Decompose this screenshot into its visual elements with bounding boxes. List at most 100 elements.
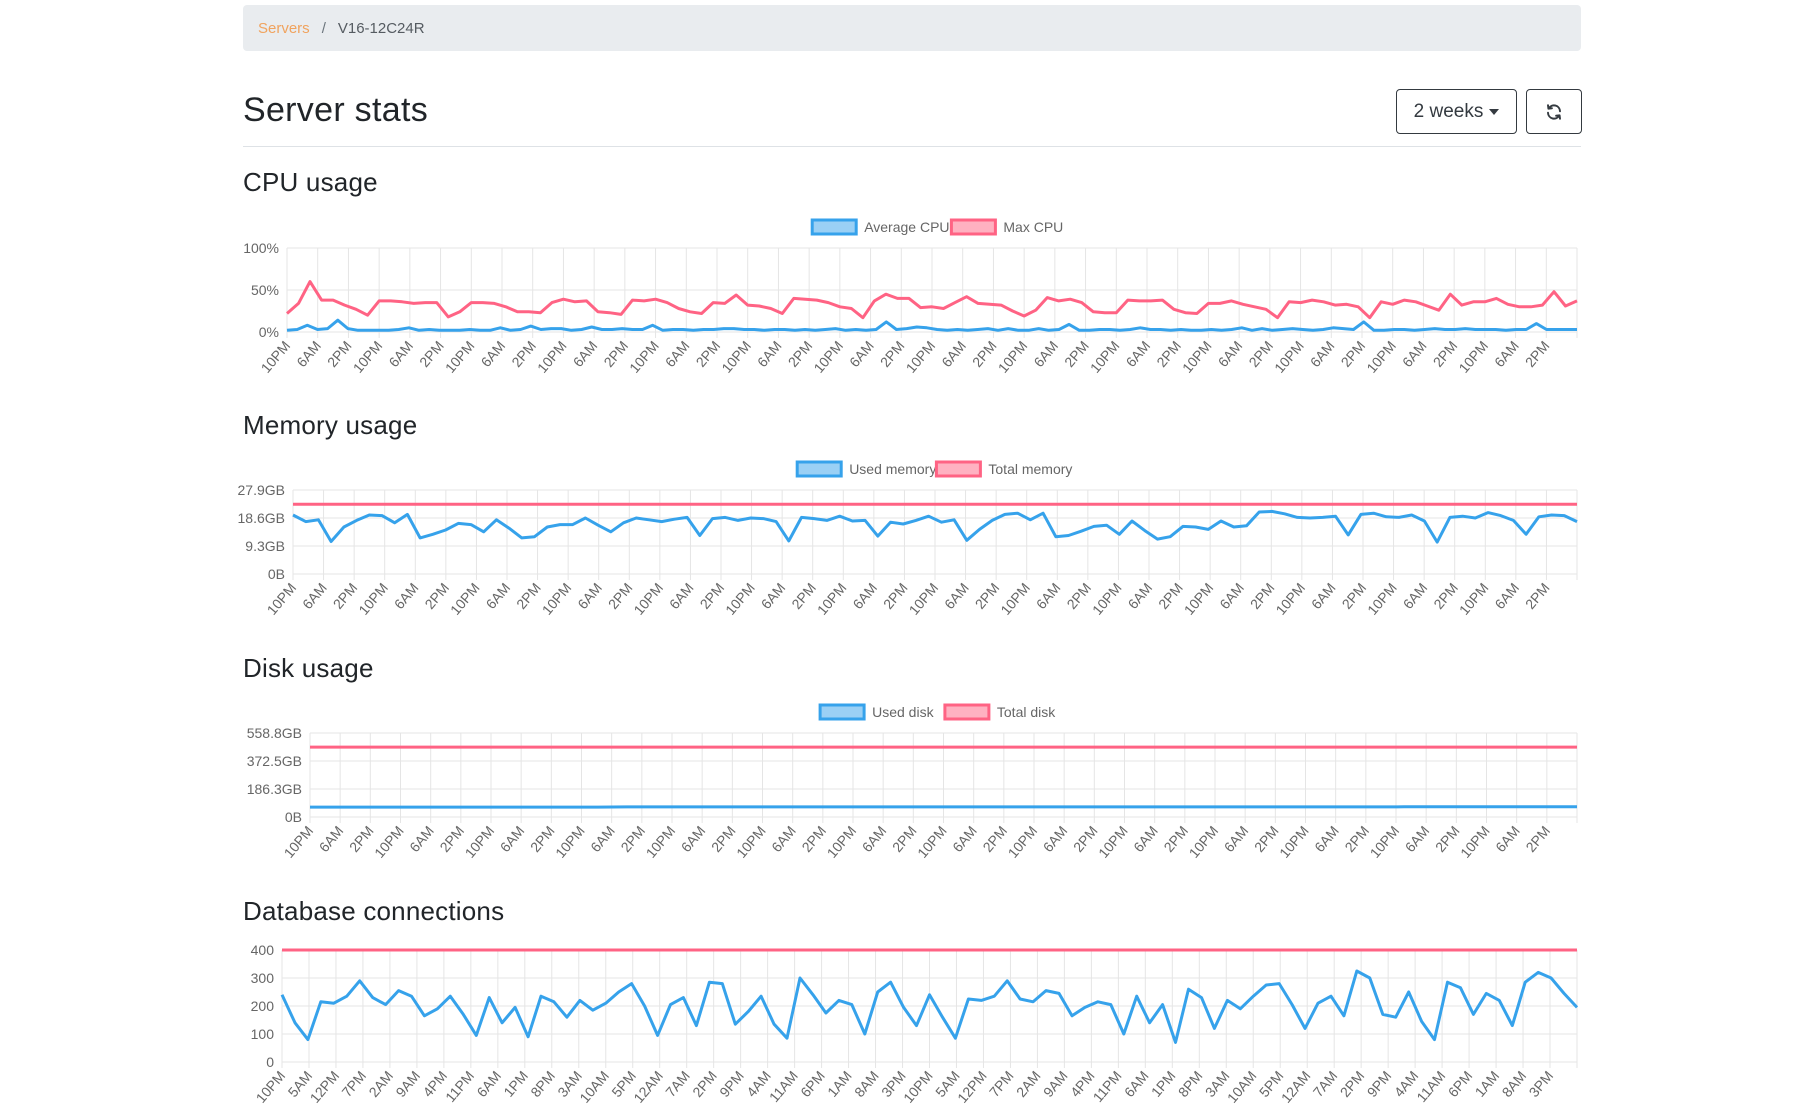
x-tick-label: 2PM [1522,338,1553,370]
legend-swatch [795,460,843,478]
x-tick-label: 10PM [371,823,407,861]
x-tick-label: 6AM [483,580,514,612]
x-tick-label: 3PM [1526,1068,1557,1100]
y-tick-label: 0B [268,566,285,582]
y-tick-label: 372.5GB [247,753,302,769]
x-tick-label: 2PM [1522,580,1553,612]
x-tick-label: 6AM [1215,338,1246,370]
x-tick-label: 6AM [1125,580,1156,612]
x-tick-label: 9AM [1040,1068,1071,1100]
x-tick-label: 12AM [1278,1068,1314,1106]
x-tick-label: 9PM [1364,1068,1395,1100]
x-tick-label: 10PM [1276,823,1312,861]
memory-section-title: Memory usage [243,410,418,440]
x-tick-label: 6AM [1030,338,1061,370]
x-tick-label: 10PM [462,823,498,861]
x-tick-label: 6AM [587,823,618,855]
x-tick-label: 10PM [824,823,860,861]
x-tick-label: 6AM [849,580,880,612]
x-tick-label: 10PM [643,823,679,861]
x-tick-label: 6AM [497,823,528,855]
x-tick-label: 6AM [1130,823,1161,855]
refresh-button[interactable] [1526,89,1582,134]
x-tick-label: 10PM [1181,580,1217,618]
time-range-label: 2 weeks [1413,100,1484,122]
x-tick-label: 10PM [900,1068,936,1106]
x-tick-label: 6AM [570,338,601,370]
y-tick-label: 186.3GB [247,781,302,797]
x-tick-label: 2PM [1522,823,1553,855]
x-tick-label: 12AM [630,1068,666,1106]
x-tick-label: 6AM [662,338,693,370]
x-tick-label: 11PM [1090,1068,1125,1106]
x-tick-label: 10PM [914,823,950,861]
x-tick-label: 2PM [689,1068,720,1100]
x-tick-label: 10PM [1271,338,1307,376]
caret-down-icon [1489,108,1500,115]
x-tick-label: 10PM [1087,338,1123,376]
x-tick-label: 6AM [299,580,330,612]
x-tick-label: 1AM [1472,1068,1503,1100]
x-tick-label: 10PM [355,580,391,618]
x-tick-label: 12PM [306,1068,342,1106]
x-tick-label: 6PM [1445,1068,1476,1100]
series-line-max-cpu [286,280,1578,320]
legend-label: Used memory [849,461,936,477]
y-tick-label: 27.9GB [238,482,285,498]
x-tick-label: 10PM [1456,580,1492,618]
x-tick-label: 10PM [718,338,754,376]
x-tick-label: 10PM [630,580,666,618]
refresh-icon [1547,103,1561,120]
breadcrumb-servers-link[interactable]: Servers [258,19,310,37]
legend-swatch [949,218,997,236]
x-tick-label: 6AM [666,580,697,612]
breadcrumb-current: V16-12C24R [337,19,425,37]
x-tick-label: 6AM [1216,580,1247,612]
y-tick-label: 400 [251,942,275,958]
legend-label: Used disk [872,704,934,720]
x-tick-label: 10PM [258,338,294,376]
x-tick-label: 9AM [392,1068,423,1100]
x-tick-label: 11PM [442,1068,477,1106]
time-range-dropdown[interactable]: 2 weeks [1396,89,1517,134]
x-tick-label: 1PM [1148,1068,1179,1100]
x-tick-label: 7AM [1310,1068,1341,1100]
x-tick-label: 10PM [534,338,570,376]
breadcrumb-separator: / [321,19,326,37]
x-tick-label: 6AM [1123,338,1154,370]
y-tick-label: 0B [285,809,302,825]
x-tick-label: 6AM [938,338,969,370]
x-tick-label: 6AM [1221,823,1252,855]
x-tick-label: 6AM [1400,580,1431,612]
x-tick-label: 6AM [941,580,972,612]
x-tick-label: 6AM [406,823,437,855]
x-tick-label: 6AM [754,338,785,370]
y-tick-label: 100% [243,240,279,256]
x-tick-label: 10AM [1224,1068,1260,1106]
x-tick-label: 6AM [768,823,799,855]
x-tick-label: 2PM [1337,1068,1368,1100]
x-tick-label: 6AM [1311,823,1342,855]
x-tick-label: 6AM [1121,1068,1152,1100]
page-title: Server stats [243,91,428,129]
x-tick-label: 10PM [253,1068,289,1106]
x-tick-label: 10PM [1363,338,1399,376]
x-tick-label: 6AM [1491,580,1522,612]
x-tick-label: 6AM [1492,823,1523,855]
x-tick-label: 7PM [986,1068,1017,1100]
x-tick-label: 6AM [758,580,789,612]
x-tick-label: 11AM [1413,1068,1448,1106]
x-tick-label: 6AM [478,338,509,370]
x-tick-label: 10PM [903,338,939,376]
x-tick-label: 10PM [1457,823,1493,861]
legend-label: Average CPU [864,219,949,235]
x-tick-label: 1PM [500,1068,531,1100]
x-tick-label: 6AM [293,338,324,370]
x-tick-label: 8PM [1175,1068,1206,1100]
y-tick-label: 200 [251,998,275,1014]
series-line-0 [280,969,1579,1044]
x-tick-label: 6AM [1033,580,1064,612]
x-tick-label: 10PM [1179,338,1215,376]
